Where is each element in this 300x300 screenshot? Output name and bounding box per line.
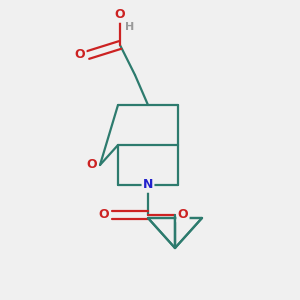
Text: O: O bbox=[75, 49, 85, 62]
Text: O: O bbox=[87, 158, 97, 172]
Text: N: N bbox=[143, 178, 153, 191]
Text: O: O bbox=[99, 208, 109, 221]
Text: H: H bbox=[125, 22, 135, 32]
Text: O: O bbox=[178, 208, 188, 221]
Text: O: O bbox=[115, 8, 125, 22]
